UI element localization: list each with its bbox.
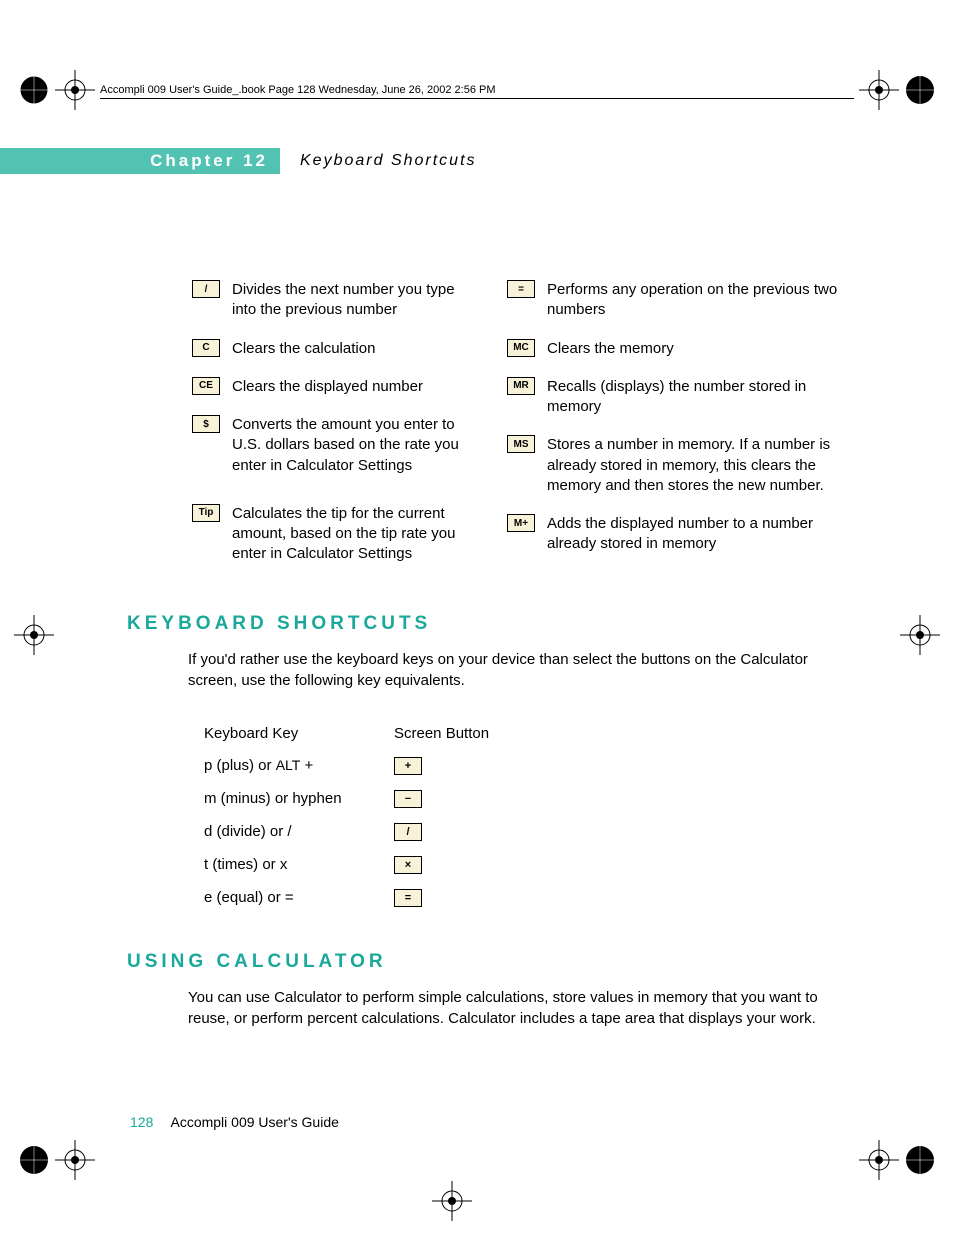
page-footer: 128 Accompli 009 User's Guide [130, 1114, 339, 1130]
tip-key-icon: Tip [192, 504, 220, 522]
ms-key-icon: MS [507, 435, 535, 453]
screen-button-cell: + [394, 756, 489, 775]
key-desc: Performs any operation on the previous t… [547, 280, 854, 321]
key-desc: Clears the memory [547, 339, 854, 359]
crop-mark-icon [14, 70, 54, 110]
screen-button-cell: = [394, 888, 489, 907]
times-button-icon: × [394, 856, 422, 874]
key-row: CE Clears the displayed number [130, 377, 477, 397]
right-column: = Performs any operation on the previous… [507, 280, 854, 583]
running-header: Accompli 009 User's Guide_.book Page 128… [100, 84, 496, 96]
using-calculator-heading: USING CALCULATOR [127, 951, 854, 973]
key-row: Tip Calculates the tip for the current a… [130, 504, 477, 565]
divide-key-icon: / [192, 280, 220, 298]
crop-mark-icon [14, 1140, 54, 1180]
register-mark-icon [900, 615, 940, 655]
key-row: = Performs any operation on the previous… [507, 280, 854, 321]
keyboard-key-cell: t (times) or x [204, 855, 394, 874]
clear-entry-key-icon: CE [192, 377, 220, 395]
key-desc: Adds the displayed number to a number al… [547, 514, 854, 555]
key-row: MC Clears the memory [507, 339, 854, 359]
key-row: C Clears the calculation [130, 339, 477, 359]
key-row: MR Recalls (displays) the number stored … [507, 377, 854, 418]
key-desc: Converts the amount you enter to U.S. do… [232, 415, 477, 476]
table-header-row: Keyboard Key Screen Button [204, 725, 489, 742]
table-row: t (times) or x × [204, 855, 489, 874]
chapter-bar: Chapter 12 [0, 148, 280, 174]
equals-key-icon: = [507, 280, 535, 298]
register-mark-icon [14, 615, 54, 655]
key-desc: Clears the displayed number [232, 377, 477, 397]
key-row: MS Stores a number in memory. If a numbe… [507, 435, 854, 496]
keyboard-key-cell: m (minus) or hyphen [204, 789, 394, 808]
divide-button-icon: / [394, 823, 422, 841]
chapter-title: Keyboard Shortcuts [300, 152, 477, 170]
col-keyboard-key: Keyboard Key [204, 725, 394, 742]
mc-key-icon: MC [507, 339, 535, 357]
page-number: 128 [130, 1114, 153, 1130]
register-mark-icon [55, 70, 95, 110]
footer-title: Accompli 009 User's Guide [170, 1114, 338, 1130]
col-screen-button: Screen Button [394, 725, 489, 742]
keyboard-intro-text: If you'd rather use the keyboard keys on… [188, 649, 844, 691]
key-row: / Divides the next number you type into … [130, 280, 477, 321]
dollar-key-icon: $ [192, 415, 220, 433]
keyboard-key-cell: p (plus) or ALT + [204, 756, 394, 775]
key-row: $ Converts the amount you enter to U.S. … [130, 415, 477, 476]
table-row: e (equal) or = = [204, 888, 489, 907]
clear-key-icon: C [192, 339, 220, 357]
screen-button-cell: × [394, 855, 489, 874]
key-desc: Recalls (displays) the number stored in … [547, 377, 854, 418]
left-column: / Divides the next number you type into … [130, 280, 477, 583]
key-row: M+ Adds the displayed number to a number… [507, 514, 854, 555]
content-area: / Divides the next number you type into … [130, 280, 854, 1049]
register-mark-icon [55, 1140, 95, 1180]
plus-button-icon: + [394, 757, 422, 775]
key-desc: Calculates the tip for the current amoun… [232, 504, 477, 565]
chapter-label: Chapter 12 [150, 151, 268, 171]
using-calculator-text: You can use Calculator to perform simple… [188, 987, 844, 1029]
register-mark-icon [859, 1140, 899, 1180]
screen-button-cell: − [394, 789, 489, 808]
keyboard-key-cell: d (divide) or / [204, 822, 394, 841]
register-mark-icon [859, 70, 899, 110]
mr-key-icon: MR [507, 377, 535, 395]
keyboard-shortcuts-heading: KEYBOARD SHORTCUTS [127, 613, 854, 635]
key-desc: Divides the next number you type into th… [232, 280, 477, 321]
equals-button-icon: = [394, 889, 422, 907]
button-definitions: / Divides the next number you type into … [130, 280, 854, 583]
key-desc: Clears the calculation [232, 339, 477, 359]
mplus-key-icon: M+ [507, 514, 535, 532]
page: Accompli 009 User's Guide_.book Page 128… [0, 0, 954, 1235]
table-row: m (minus) or hyphen − [204, 789, 489, 808]
key-desc: Stores a number in memory. If a number i… [547, 435, 854, 496]
shortcut-table: Keyboard Key Screen Button p (plus) or A… [204, 711, 489, 921]
keyboard-key-cell: e (equal) or = [204, 888, 394, 907]
crop-mark-icon [900, 70, 940, 110]
table-row: d (divide) or / / [204, 822, 489, 841]
register-mark-icon [432, 1181, 472, 1221]
crop-mark-icon [900, 1140, 940, 1180]
table-row: p (plus) or ALT + + [204, 756, 489, 775]
screen-button-cell: / [394, 822, 489, 841]
minus-button-icon: − [394, 790, 422, 808]
header-rule [100, 98, 854, 99]
